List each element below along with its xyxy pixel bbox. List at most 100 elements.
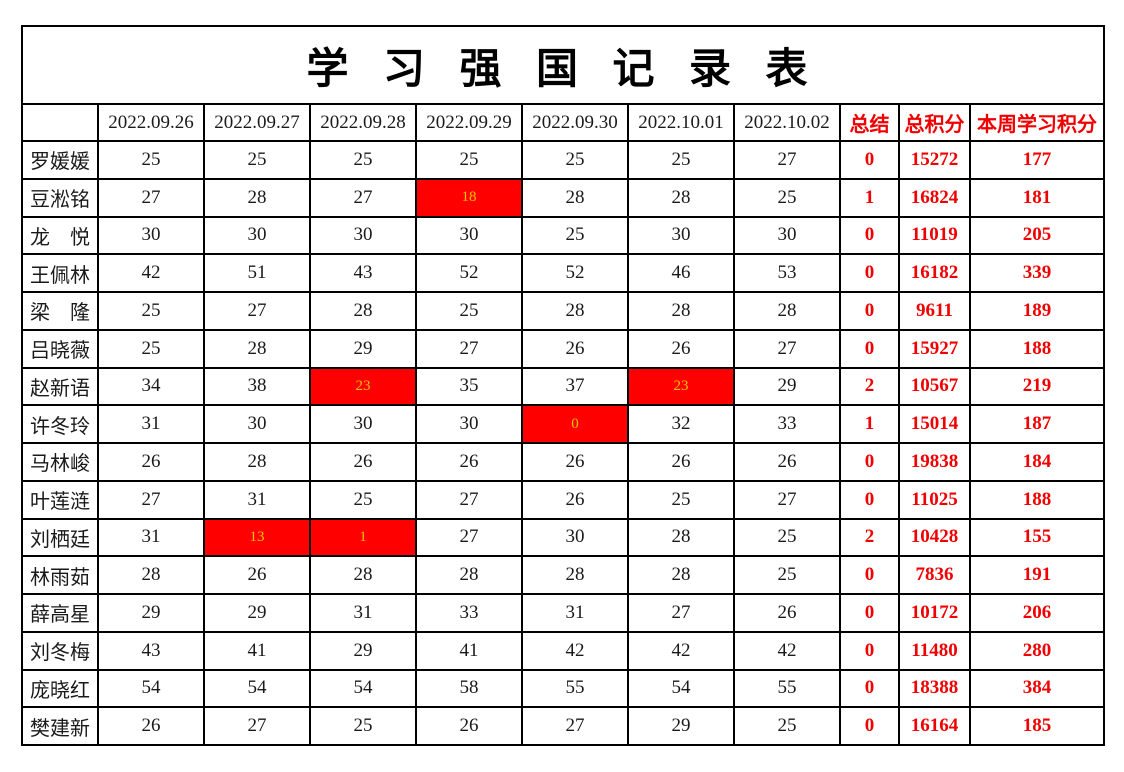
daily-score-cell: 25 — [627, 479, 735, 520]
total-points-cell: 16182 — [898, 253, 971, 293]
daily-score-cell: 29 — [309, 328, 417, 369]
daily-score-cell: 26 — [521, 328, 629, 369]
person-name-cell: 刘栖廷 — [21, 517, 99, 558]
person-name-cell: 龙 悦 — [21, 215, 99, 256]
daily-score-cell: 42 — [97, 253, 205, 293]
title-row: 学 习 强 国 记 录 表 — [20, 25, 1106, 105]
table-row: 吕晓薇 25 28 29 27 26 26 27 0 15927 188 — [21, 328, 1106, 369]
daily-score-cell: 28 — [521, 177, 629, 218]
date-header-cell: 2022.10.02 — [733, 103, 841, 142]
daily-score-cell: 30 — [309, 404, 417, 444]
daily-score-cell: 43 — [97, 630, 205, 671]
daily-score-cell: 27 — [415, 517, 523, 558]
summary-count-cell: 0 — [839, 668, 900, 709]
total-points-cell: 10567 — [898, 366, 971, 407]
daily-score-cell: 53 — [733, 253, 841, 293]
summary-header-cell: 本周学习积分 — [968, 103, 1106, 142]
person-name-cell: 梁 隆 — [21, 291, 99, 331]
daily-score-cell: 41 — [203, 630, 311, 671]
daily-score-cell: 25 — [627, 140, 735, 180]
total-points-cell: 10428 — [898, 517, 971, 558]
total-points-cell: 11025 — [898, 479, 971, 520]
daily-score-cell: 42 — [521, 630, 629, 671]
daily-score-cell: 27 — [309, 177, 417, 218]
daily-score-cell: 28 — [627, 517, 735, 558]
study-record-table: 学 习 强 国 记 录 表 2022.09.26 2022.09.27 2022.0… — [20, 25, 1106, 746]
daily-score-cell: 29 — [97, 593, 205, 633]
daily-score-cell: 25 — [97, 140, 205, 180]
page-title: 学 习 强 国 记 录 表 — [20, 25, 1106, 105]
daily-score-cell: 28 — [203, 442, 311, 482]
date-header-cell: 2022.10.01 — [627, 103, 735, 142]
week-points-cell: 187 — [968, 404, 1106, 444]
week-points-cell: 219 — [968, 366, 1106, 407]
summary-header-cell: 总结 — [839, 103, 900, 142]
daily-score-cell: 32 — [627, 404, 735, 444]
summary-count-cell: 0 — [839, 442, 900, 482]
week-points-cell: 188 — [968, 479, 1106, 520]
daily-score-cell: 27 — [627, 593, 735, 633]
total-points-cell: 7836 — [898, 555, 971, 595]
daily-score-cell: 27 — [521, 706, 629, 746]
table-row: 罗媛媛 25 25 25 25 25 25 27 0 15272 177 — [21, 140, 1106, 180]
daily-score-cell: 30 — [309, 215, 417, 256]
daily-score-cell: 26 — [627, 442, 735, 482]
date-header-cell: 2022.09.28 — [309, 103, 417, 142]
daily-score-cell: 55 — [521, 668, 629, 709]
daily-score-cell: 29 — [309, 630, 417, 671]
date-header-cell: 2022.09.29 — [415, 103, 523, 142]
total-points-cell: 15014 — [898, 404, 971, 444]
daily-score-cell: 30 — [415, 404, 523, 444]
table-row: 叶莲涟 27 31 25 27 26 25 27 0 11025 188 — [21, 479, 1106, 520]
daily-score-cell: 31 — [97, 517, 205, 558]
daily-score-cell: 29 — [627, 706, 735, 746]
daily-score-cell: 25 — [521, 215, 629, 256]
total-points-cell: 16164 — [898, 706, 971, 746]
person-name-cell: 薛高星 — [21, 593, 99, 633]
table-row: 庞晓红 54 54 54 58 55 54 55 0 18388 384 — [21, 668, 1106, 709]
daily-score-cell: 27 — [97, 479, 205, 520]
daily-score-cell: 26 — [415, 706, 523, 746]
date-header-cell: 2022.09.27 — [203, 103, 311, 142]
daily-score-cell: 28 — [309, 555, 417, 595]
daily-score-cell: 27 — [733, 479, 841, 520]
daily-score-cell: 38 — [203, 366, 311, 407]
daily-score-cell: 33 — [733, 404, 841, 444]
daily-score-cell: 31 — [97, 404, 205, 444]
daily-score-cell: 25 — [309, 479, 417, 520]
week-points-cell: 155 — [968, 517, 1106, 558]
date-header-cell: 2022.09.30 — [521, 103, 629, 142]
daily-score-cell: 42 — [733, 630, 841, 671]
week-points-cell: 280 — [968, 630, 1106, 671]
person-name-cell: 马林峻 — [21, 442, 99, 482]
summary-count-cell: 0 — [839, 215, 900, 256]
table-row: 刘冬梅 43 41 29 41 42 42 42 0 11480 280 — [21, 630, 1106, 671]
daily-score-cell: 31 — [521, 593, 629, 633]
total-points-cell: 10172 — [898, 593, 971, 633]
person-name-cell: 吕晓薇 — [21, 328, 99, 369]
total-points-cell: 11019 — [898, 215, 971, 256]
daily-score-cell: 27 — [733, 140, 841, 180]
daily-score-cell: 30 — [521, 517, 629, 558]
week-points-cell: 205 — [968, 215, 1106, 256]
date-header-cell: 2022.09.26 — [97, 103, 205, 142]
daily-score-cell: 25 — [97, 328, 205, 369]
week-points-cell: 189 — [968, 291, 1106, 331]
daily-score-cell: 26 — [97, 706, 205, 746]
daily-score-cell: 28 — [415, 555, 523, 595]
daily-score-cell: 26 — [203, 555, 311, 595]
daily-score-cell: 52 — [415, 253, 523, 293]
daily-score-cell: 26 — [521, 442, 629, 482]
total-points-cell: 15927 — [898, 328, 971, 369]
table-row: 赵新语 34 38 23 35 37 23 29 2 10567 219 — [21, 366, 1106, 407]
summary-count-cell: 0 — [839, 479, 900, 520]
daily-score-cell: 28 — [627, 177, 735, 218]
daily-score-cell: 46 — [627, 253, 735, 293]
summary-count-cell: 1 — [839, 177, 900, 218]
daily-score-cell: 28 — [203, 328, 311, 369]
daily-score-cell: 41 — [415, 630, 523, 671]
table-row: 梁 隆 25 27 28 25 28 28 28 0 9611 189 — [21, 291, 1106, 331]
daily-score-cell: 26 — [415, 442, 523, 482]
daily-score-cell: 58 — [415, 668, 523, 709]
daily-score-cell: 30 — [203, 404, 311, 444]
